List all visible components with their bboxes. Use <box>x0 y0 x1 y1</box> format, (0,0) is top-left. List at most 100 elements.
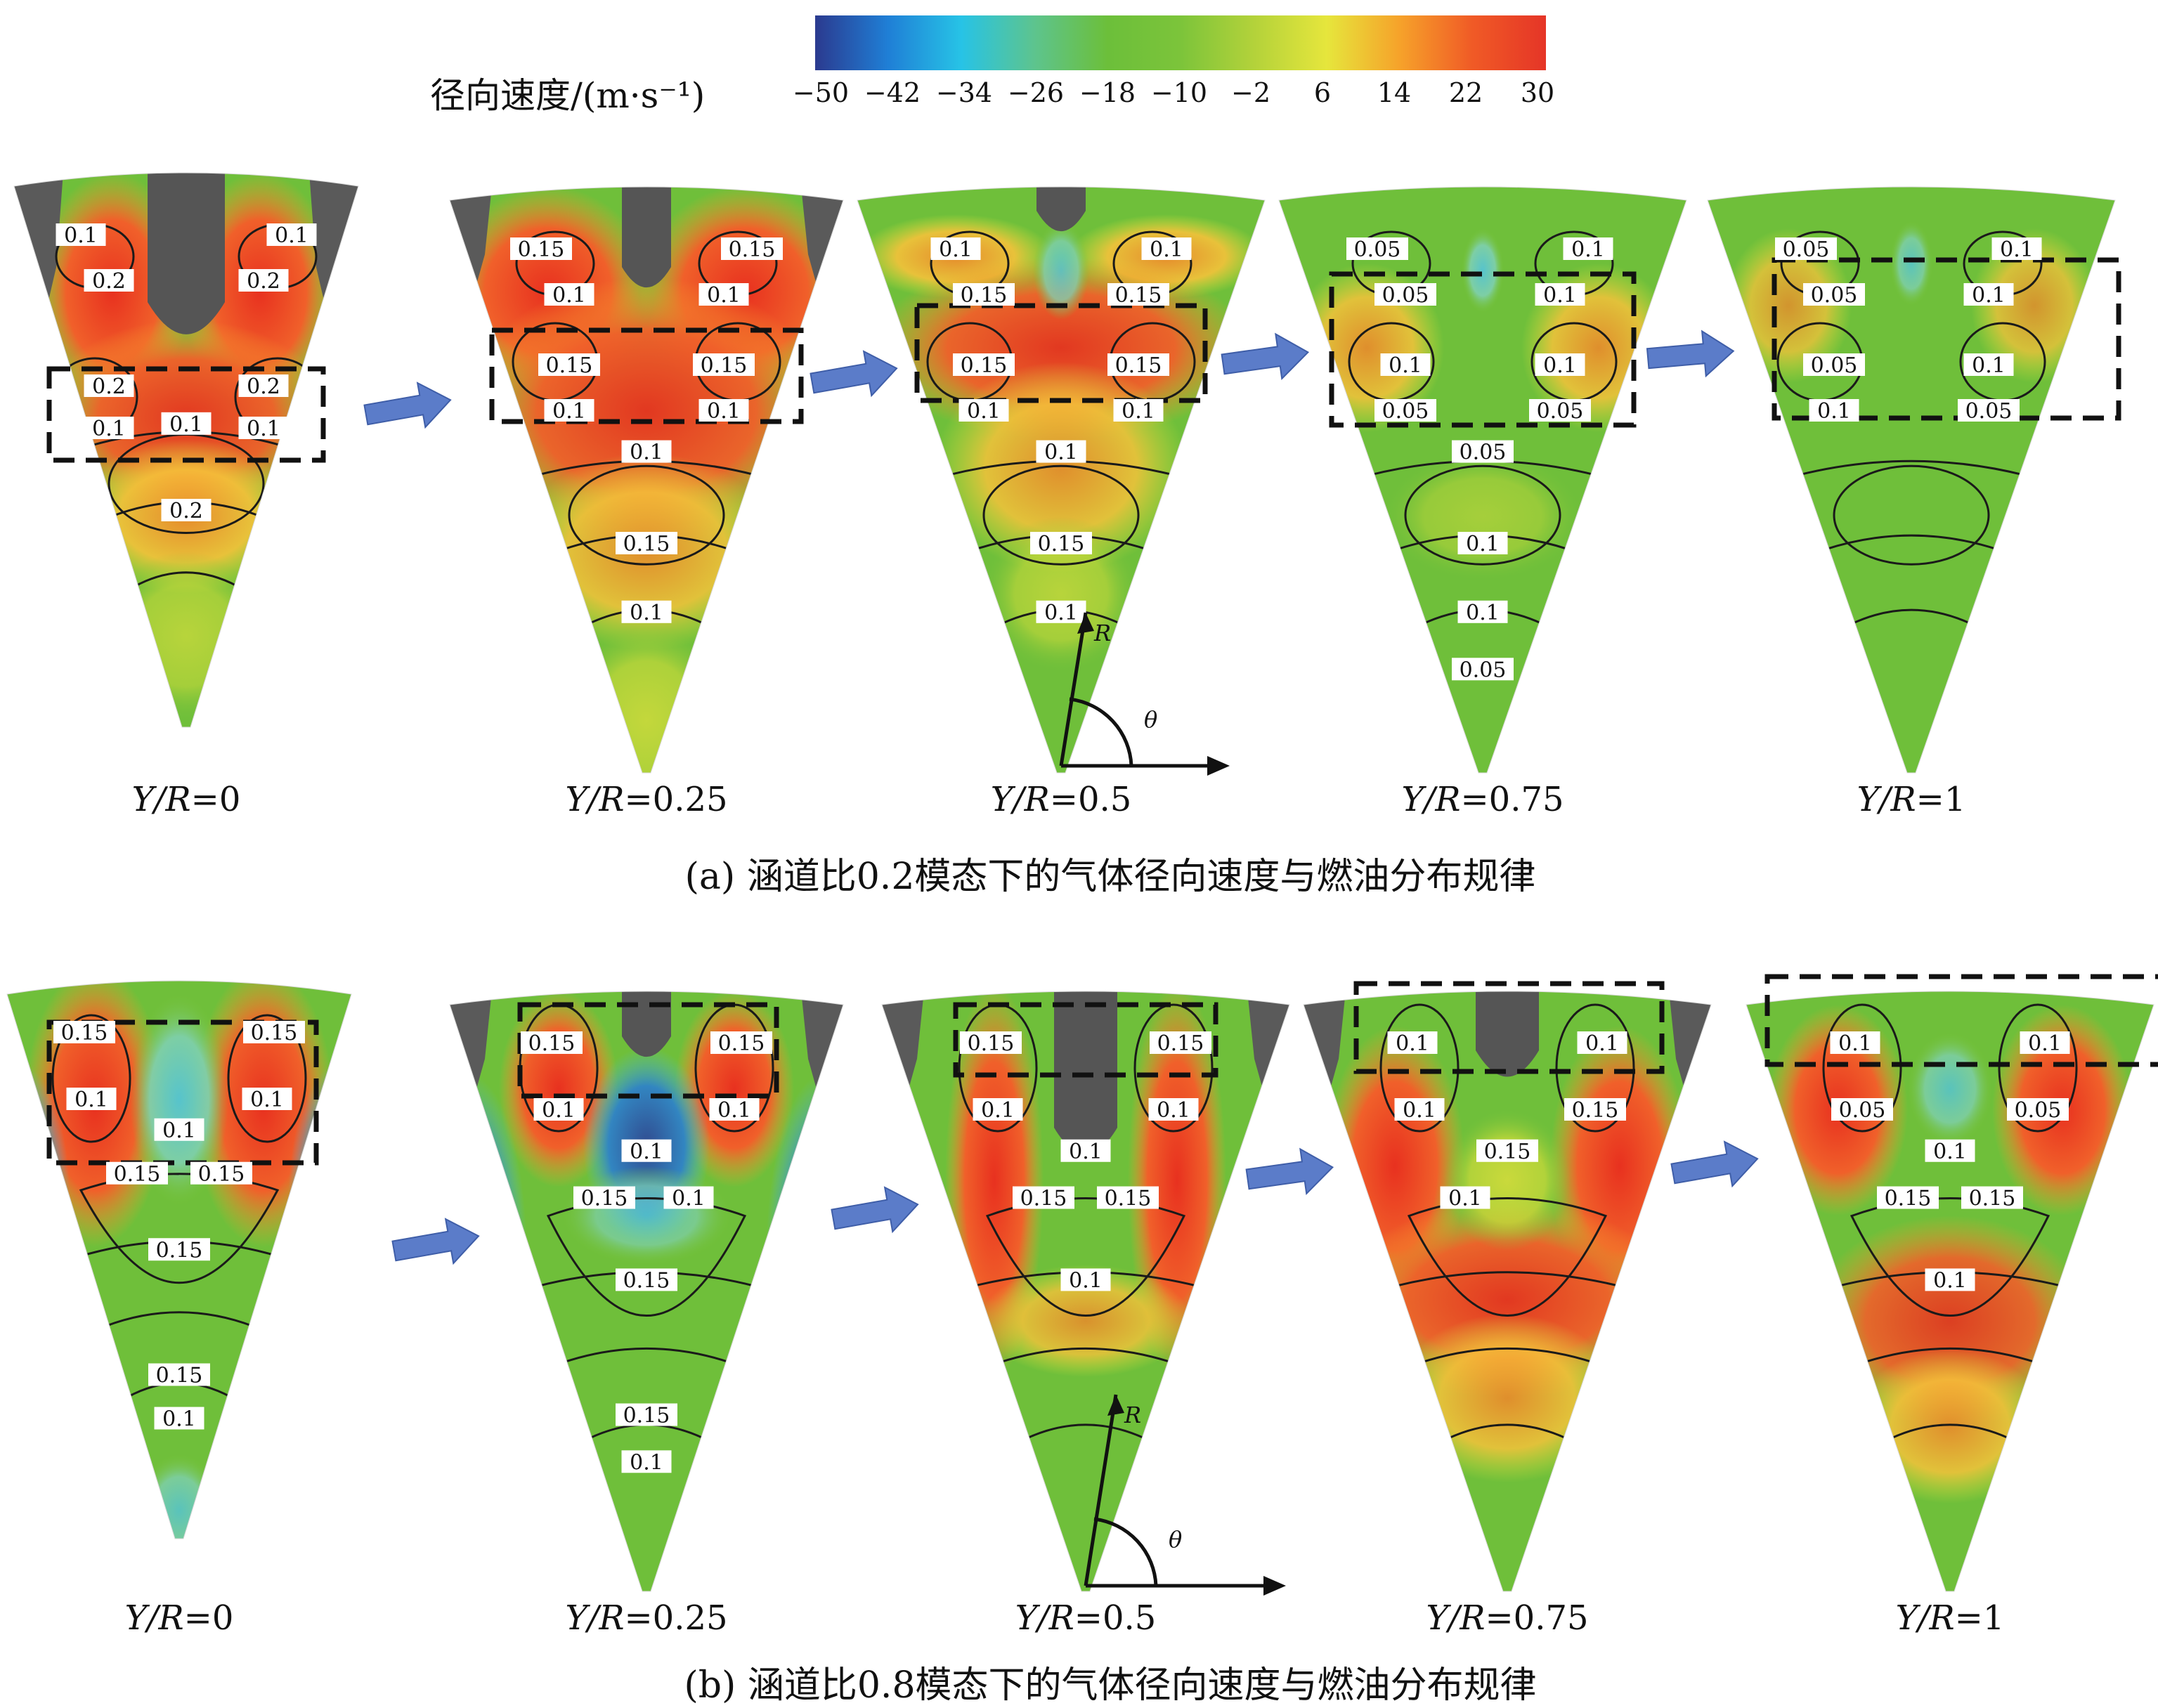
contour-label: 0.15 <box>1038 532 1085 556</box>
contour-label-bg <box>1036 600 1086 623</box>
contour-label: 0.1 <box>1157 1098 1190 1123</box>
contour-label: 0.15 <box>518 237 565 262</box>
highlight-box <box>914 303 1208 403</box>
contour-label-bg <box>1107 353 1169 376</box>
position-val: =0.25 <box>624 1598 728 1638</box>
contour-label: 0.15 <box>546 353 593 378</box>
sector-b-3: 0.1 0.10.1 0.150.150.1 <box>1303 981 1712 1592</box>
contour-label-bg <box>1961 1186 2023 1209</box>
contour-label: 0.1 <box>1543 283 1577 308</box>
hub <box>622 187 671 287</box>
sector-a-2: 0.1 0.15 0.1 0.15 0.15 0.15 0.1 0.1 0.1 0.15 0.1 <box>857 186 1266 774</box>
position-label: Y/R=0.75 <box>1401 780 1564 819</box>
contour-label: 0.1 <box>162 1407 196 1432</box>
contour-label: 0.1 <box>552 283 586 308</box>
contour-label: 0.15 <box>1885 1187 1932 1211</box>
contour-label-bg <box>238 269 289 292</box>
contour-label-bg <box>521 1031 583 1054</box>
contour-label: 0.15 <box>623 1268 670 1293</box>
contour-label: 0.1 <box>1396 1031 1429 1056</box>
contour-label-bg <box>1831 1098 1893 1121</box>
contour-label-bg <box>621 1139 672 1162</box>
position-label: Y/R=0.5 <box>1015 1598 1157 1638</box>
colorbar-gradient <box>815 15 1546 70</box>
contour-label-bg <box>621 440 672 463</box>
axis-r-label: R <box>1124 1402 1141 1428</box>
contour-label: 0.1 <box>672 1187 706 1211</box>
highlight-box <box>1764 974 2158 1067</box>
contour-label: 0.1 <box>1044 441 1078 465</box>
colorbar-title: 径向速度/(m·s⁻¹) <box>430 75 706 116</box>
position-val: =0.25 <box>624 780 728 819</box>
contour-label-bg <box>66 1088 117 1110</box>
contour-label-bg <box>538 353 600 376</box>
contour-label-bg <box>698 399 749 422</box>
contour-label-bg <box>84 417 134 439</box>
contour-label: 0.1 <box>74 1088 108 1112</box>
contour-label: 0.1 <box>1466 532 1500 556</box>
colorbar-tick-label: −18 <box>1079 77 1136 108</box>
contour-label-bg <box>1803 353 1865 376</box>
contour-label: 0.15 <box>198 1162 245 1187</box>
contour-label: 0.1 <box>250 1088 284 1112</box>
contour-label: 0.1 <box>2028 1031 2062 1056</box>
contour-label: 0.05 <box>1839 1098 1886 1123</box>
transition-arrow <box>1221 332 1310 381</box>
highlight-box <box>46 1019 319 1166</box>
contour-label: 0.15 <box>1157 1031 1204 1056</box>
contour-label-bg <box>616 1268 677 1291</box>
highlight-box <box>1772 257 2121 421</box>
colorbar-tick-label: −50 <box>792 77 850 108</box>
contour-label-bg <box>1374 399 1436 422</box>
contour-label-bg <box>1535 353 1585 376</box>
contour-label: 0.15 <box>1572 1098 1619 1123</box>
contour-label: 0.1 <box>1389 353 1422 378</box>
sector-b-1: 0.15 0.150.1 0.10.10.15 0.10.150.150.1 <box>449 991 844 1592</box>
contour-label: 0.15 <box>1115 283 1162 308</box>
position-var: Y/R <box>1895 1598 1955 1638</box>
contour-label: 0.1 <box>717 1098 751 1123</box>
contour-label: 0.15 <box>718 1031 765 1056</box>
contour-label-bg <box>148 1363 210 1386</box>
contour-label-bg <box>161 499 212 521</box>
contour-label-bg <box>1452 658 1514 681</box>
position-label: Y/R=0.75 <box>1426 1598 1588 1638</box>
sector-a-1: 0.15 0.1 0.15 0.1 0.15 0.15 0.1 0.1 0.1 0.15 0.1 <box>449 186 844 774</box>
contour-label: 0.1 <box>707 399 741 424</box>
contour-label-bg <box>573 1186 635 1209</box>
contour-label: 0.1 <box>1972 283 2006 308</box>
contour-label-bg <box>1113 399 1164 422</box>
colorbar-tick-label: 30 <box>1520 77 1555 108</box>
contour-label-bg <box>1991 237 2042 260</box>
contour-label: 0.1 <box>247 417 280 441</box>
contour-label: 0.1 <box>981 1098 1015 1123</box>
contour-label: 0.15 <box>581 1187 628 1211</box>
highlight-box <box>953 1002 1218 1078</box>
position-val: =0.5 <box>1049 780 1132 819</box>
contour-label-bg <box>1097 1186 1159 1209</box>
position-var: Y/R <box>990 780 1050 819</box>
position-val: =0 <box>190 780 241 819</box>
contour-label-bg <box>698 283 749 306</box>
contour-label-bg <box>1380 353 1431 376</box>
contour-label: 0.05 <box>1382 283 1429 308</box>
axis-theta-label: θ <box>1144 706 1157 733</box>
contour-label: 0.15 <box>623 1404 670 1428</box>
position-val: =1 <box>1954 1598 2005 1638</box>
contour-label-bg <box>1394 1098 1445 1121</box>
contour-label: 0.05 <box>1382 399 1429 424</box>
contour-label: 0.1 <box>162 1119 196 1143</box>
contour-label-bg <box>154 1407 204 1430</box>
contour-label: 0.1 <box>630 441 663 465</box>
contour-label-bg <box>1577 1031 1627 1054</box>
position-var: Y/R <box>1426 1598 1486 1638</box>
contour-label-bg <box>1877 1186 1939 1209</box>
contour-label: 0.1 <box>1972 353 2006 378</box>
contour-label: 0.1 <box>1933 1268 1967 1293</box>
caption-a: (a) 涵道比0.2模态下的气体径向速度与燃油分布规律 <box>684 856 1536 898</box>
position-label: Y/R=0 <box>125 1598 234 1638</box>
contour-label-bg <box>56 223 106 246</box>
position-var: Y/R <box>1401 780 1461 819</box>
contour-label-bg <box>1060 1268 1111 1291</box>
